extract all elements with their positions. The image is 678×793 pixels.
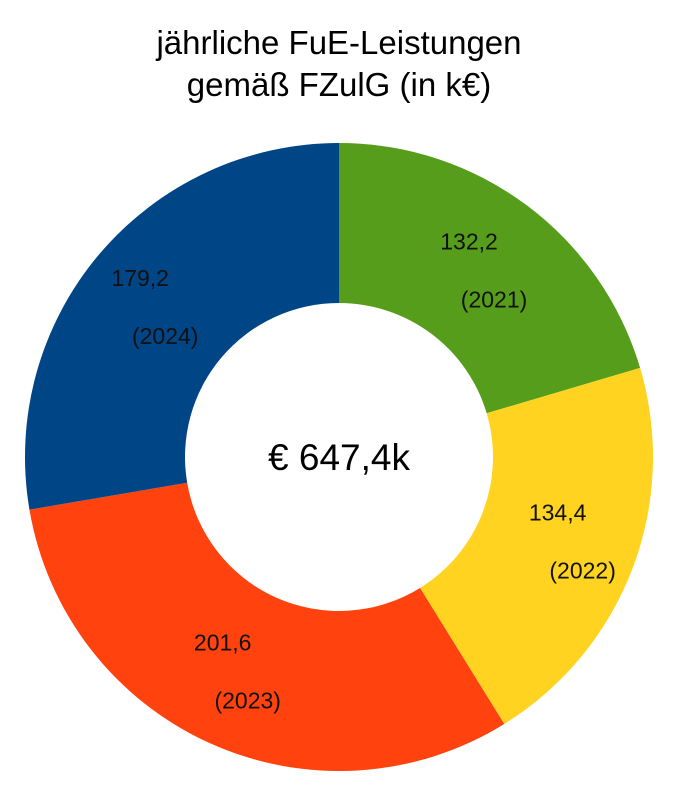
segment-year-label: (2024) — [132, 323, 198, 349]
donut-segment-2024 — [24, 143, 340, 510]
donut-segment-2021 — [339, 143, 641, 414]
donut-segment-2023 — [29, 482, 505, 772]
segment-value-label: 134,4 — [529, 499, 587, 525]
segment-year-label: (2021) — [461, 287, 527, 313]
segment-year-label: (2022) — [549, 557, 615, 583]
chart-title-line-1: jährliche FuE-Leistungen — [156, 24, 522, 61]
segment-value-label: 132,2 — [440, 229, 498, 255]
segment-year-label: (2023) — [214, 687, 280, 713]
donut-labels: 132,2 (2021) 134,4 (2022) 201,6 (2023) 179,2 (2… — [111, 229, 615, 714]
segment-value-label: 201,6 — [194, 629, 252, 655]
donut-segment-2022 — [420, 367, 653, 725]
center-total-label: € 647,4k — [268, 437, 410, 478]
donut-segments — [24, 143, 653, 772]
segment-value-label: 179,2 — [111, 265, 169, 291]
chart-title-line-2: gemäß FZulG (in k€) — [186, 66, 492, 103]
chart-title: jährliche FuE-Leistungen gemäß FZulG (in… — [0, 22, 678, 106]
